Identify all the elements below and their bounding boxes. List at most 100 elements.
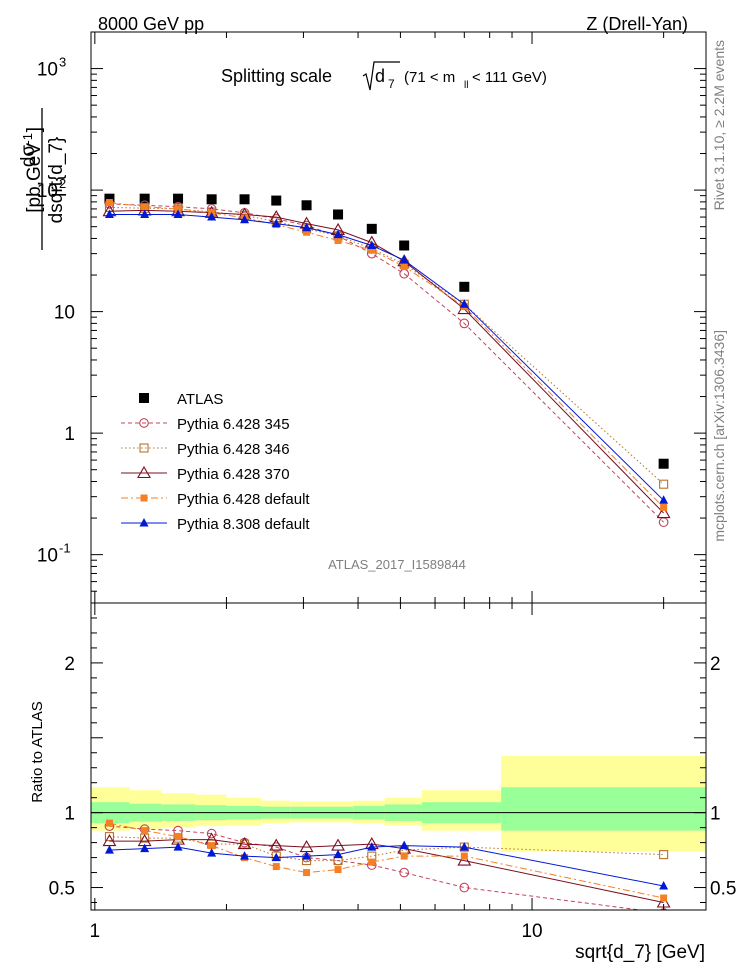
data-point xyxy=(104,193,115,204)
ratio-point xyxy=(206,828,217,839)
main-plot-title: Splitting scale d 7 (71 < m ll < 111 GeV… xyxy=(221,61,547,91)
series-pythia-6-428-default xyxy=(105,199,668,511)
data-point xyxy=(105,199,113,207)
ratio-point xyxy=(660,894,668,902)
ratio-point xyxy=(659,881,669,890)
data-point xyxy=(368,246,376,254)
legend-label: ATLAS xyxy=(177,391,223,408)
ratio-point xyxy=(334,866,342,874)
ratio-ylabel: Ratio to ATLAS xyxy=(29,701,46,802)
ratio-frame xyxy=(90,602,707,911)
ratio-point xyxy=(174,833,182,841)
ylabel-unit-text: [pb,GeV xyxy=(24,143,45,213)
sqrt-symbol-icon xyxy=(362,61,400,91)
legend-label: Pythia 6.428 default xyxy=(177,491,310,508)
data-point xyxy=(459,299,469,308)
data-point xyxy=(399,240,410,251)
legend-entry: Pythia 6.428 370 xyxy=(121,465,290,483)
data-point xyxy=(303,228,311,236)
legend-entry: Pythia 6.428 346 xyxy=(121,441,290,458)
data-point xyxy=(240,214,250,224)
legend-label: Pythia 6.428 345 xyxy=(177,416,290,433)
data-point xyxy=(141,203,149,211)
ratio-point xyxy=(457,853,472,866)
ratio-line xyxy=(109,845,664,887)
ratio-y-tick-label-right: 1 xyxy=(710,804,721,825)
data-point xyxy=(400,263,408,271)
legend-marker xyxy=(139,418,149,428)
data-point xyxy=(367,240,377,249)
data-point xyxy=(659,479,669,489)
title-sqrt-sub: 7 xyxy=(388,77,395,91)
data-point xyxy=(104,209,114,218)
ratio-point xyxy=(400,852,408,860)
ratio-line xyxy=(109,836,664,862)
series-line xyxy=(109,202,664,508)
ratio-point xyxy=(459,882,470,893)
legend-marker xyxy=(139,393,149,403)
series-atlas xyxy=(104,193,669,469)
main-plot-series xyxy=(102,193,671,528)
data-point xyxy=(659,495,669,504)
rivet-version-text: Rivet 3.1.10, ≥ 2.2M events xyxy=(711,40,727,210)
y-tick-label: 1 xyxy=(64,424,75,445)
ratio-point xyxy=(460,852,468,860)
ratio-point xyxy=(240,851,250,860)
main-ylabel: dσ dsqrt{d_7} xyxy=(18,108,67,250)
series-pythia-8-308-default xyxy=(104,209,669,504)
legend-label: Pythia 6.428 346 xyxy=(177,441,290,458)
legend-marker xyxy=(139,443,149,453)
ratio-clipped-group xyxy=(102,819,671,910)
ratio-point xyxy=(299,839,314,853)
ratio-point xyxy=(399,840,409,850)
title-range-end: < 111 GeV) xyxy=(472,69,547,86)
ylabel-denominator: dsqrt{d_7} xyxy=(46,137,67,224)
ratio-line xyxy=(109,822,664,899)
ratio-point xyxy=(104,845,114,854)
header-left: 8000 GeV pp xyxy=(98,14,204,34)
legend-entry: Pythia 8.308 default xyxy=(121,516,310,533)
ratio-point xyxy=(303,869,311,877)
xlabel: sqrt{d_7} [GeV] xyxy=(575,942,705,963)
ratio-y-tick-label: 0.5 xyxy=(49,879,75,900)
data-point xyxy=(459,318,470,329)
ratio-y-tick-label: 2 xyxy=(64,654,75,675)
stat-uncertainty-band xyxy=(501,787,706,831)
data-point xyxy=(271,195,282,206)
ratio-point xyxy=(173,842,183,851)
series-line xyxy=(109,214,664,501)
ratio-point xyxy=(269,838,284,851)
legend-marker xyxy=(137,465,151,479)
title-range-sub: ll xyxy=(464,80,468,91)
analysis-id: ATLAS_2017_I1589844 xyxy=(328,557,466,572)
data-point xyxy=(333,209,344,220)
ratio-point xyxy=(207,848,217,857)
data-point xyxy=(658,458,669,469)
data-point xyxy=(174,205,182,213)
ylabel-unit-exp: -1 xyxy=(20,133,35,145)
ratio-point xyxy=(368,858,376,866)
title-sqrt-symbol: d xyxy=(375,66,385,86)
data-point xyxy=(271,218,281,228)
data-point xyxy=(334,236,342,244)
data-point xyxy=(656,505,671,519)
ratio-point xyxy=(237,836,252,850)
ratio-point xyxy=(208,842,216,850)
ratio-y-tick-label-right: 0.5 xyxy=(710,879,736,900)
data-point xyxy=(140,209,150,218)
data-point xyxy=(658,517,669,528)
data-point xyxy=(207,212,217,221)
data-point xyxy=(302,222,312,232)
ratio-point xyxy=(141,827,149,835)
ratio-point xyxy=(333,849,343,859)
data-point xyxy=(139,193,150,204)
y-tick-label: 10 xyxy=(54,303,75,324)
ratio-point xyxy=(271,852,281,862)
legend-entry: Pythia 6.428 default xyxy=(121,491,310,508)
data-point xyxy=(206,194,217,205)
y-tick-label: 10 xyxy=(37,181,58,202)
legend-label: Pythia 8.308 default xyxy=(177,516,310,533)
ylabel-numerator: dσ xyxy=(18,145,39,168)
data-point xyxy=(459,281,470,292)
